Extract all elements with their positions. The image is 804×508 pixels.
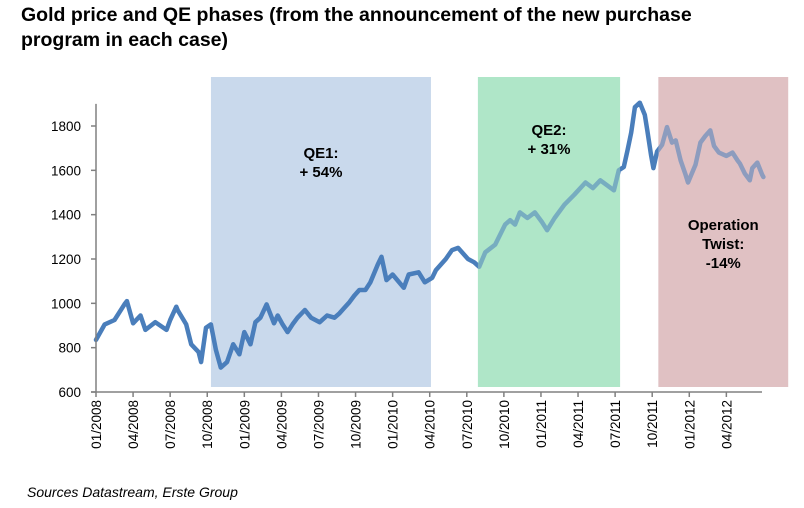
phase-label-qe2: + 31% (528, 141, 571, 158)
axes: 600 800 1000 1200 1400 1600 1800 01/2008 04/2008… (51, 103, 762, 449)
series-layer (93, 100, 766, 370)
y-tick-label: 1200 (51, 252, 81, 267)
x-tick-label: 04/2012 (719, 400, 734, 449)
x-tick-label: 04/2011 (571, 400, 586, 448)
x-tick-label: 01/2008 (89, 400, 104, 449)
x-tick-label: 07/2010 (460, 400, 475, 449)
phase-band-operation-twist (658, 77, 789, 387)
phase-overlay-qe2 (477, 77, 621, 387)
phase-labels: QE1: + 54% QE2: + 31% Operation Twist: -14% (299, 122, 758, 272)
y-tick-label: 1600 (51, 163, 81, 178)
phase-label-operation-twist: -14% (706, 255, 741, 272)
x-tick-label: 10/2008 (200, 400, 215, 449)
chart-title: Gold price and QE phases (from the annou… (21, 4, 692, 51)
x-tick-label: 04/2008 (126, 400, 141, 449)
y-tick-label: 1000 (51, 296, 81, 311)
phase-label-operation-twist: Twist: (702, 236, 744, 253)
source-note: Sources Datastream, Erste Group (27, 484, 238, 500)
x-tick-label: 01/2011 (534, 400, 549, 448)
x-tick-label: 07/2011 (608, 400, 623, 448)
series-line-gold-price (93, 100, 766, 370)
x-tick-label: 04/2009 (274, 400, 289, 449)
phase-label-qe2: QE2: (531, 122, 566, 139)
x-tick-label: 10/2010 (497, 400, 512, 449)
x-tick-label: 10/2011 (645, 400, 660, 448)
x-tick-label: 04/2010 (423, 400, 438, 449)
y-tick-label: 1800 (51, 119, 81, 134)
phase-overlays (477, 77, 789, 387)
x-tick-label: 01/2010 (386, 400, 401, 449)
y-tick-label: 800 (58, 341, 81, 356)
x-tick-label: 01/2009 (237, 400, 252, 449)
x-tick-label: 10/2009 (349, 400, 364, 449)
x-tick-label: 01/2012 (682, 400, 697, 449)
y-tick-label: 600 (58, 385, 81, 400)
y-tick-label: 1400 (51, 208, 81, 223)
phase-label-operation-twist: Operation (688, 217, 759, 234)
phase-label-qe1: QE1: (303, 145, 338, 162)
x-tick-label: 07/2009 (311, 400, 326, 449)
x-tick-label: 07/2008 (163, 400, 178, 449)
phase-overlay-operation-twist (658, 77, 789, 387)
phase-label-qe1: + 54% (299, 164, 342, 181)
